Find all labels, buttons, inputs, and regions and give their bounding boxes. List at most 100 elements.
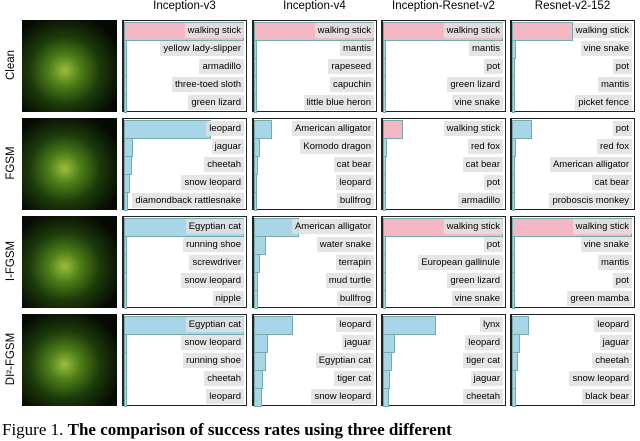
- probability-bar: [254, 333, 269, 353]
- class-label: lynx: [480, 316, 503, 332]
- class-label: rapeseed: [328, 58, 374, 74]
- probability-bar: [512, 253, 515, 273]
- class-label: Komodo dragon: [300, 138, 374, 154]
- probability-bar: [124, 191, 129, 211]
- class-label: black bear: [582, 388, 632, 404]
- input-image: [22, 216, 117, 308]
- class-label: leopard: [465, 334, 503, 350]
- probability-bar: [254, 119, 272, 139]
- input-image: [22, 314, 117, 406]
- probability-bar: [383, 253, 386, 273]
- class-label: pot: [612, 58, 632, 74]
- class-label: jaguar: [470, 370, 503, 386]
- probability-bar: [383, 57, 386, 77]
- class-label: vine snake: [451, 290, 503, 306]
- class-label: mantis: [598, 254, 632, 270]
- probability-bar: [124, 271, 127, 291]
- prediction-panel: American alligator Komodo dragon cat bear l…: [252, 118, 377, 211]
- probability-bar: [383, 333, 395, 353]
- prediction-panel: lynx leopard tiger cat jaguar cheetah: [381, 314, 506, 407]
- class-label: pot: [483, 58, 503, 74]
- class-label: nipple: [212, 290, 244, 306]
- prediction-panel: walking stick mantis pot green lizard vine s…: [381, 20, 506, 113]
- class-label: jaguar: [341, 334, 374, 350]
- probability-bar: [512, 289, 515, 309]
- prediction-panel: leopard jaguar cheetah snow leopard diamondb…: [122, 118, 247, 211]
- class-label: armadillo: [199, 58, 244, 74]
- probability-bar: [254, 191, 258, 211]
- input-image: [22, 118, 117, 210]
- probability-bar: [512, 75, 515, 95]
- class-label: mantis: [340, 40, 374, 56]
- class-label: cheetah: [592, 352, 632, 368]
- class-label: snow leopard: [311, 388, 374, 404]
- class-label: cat bear: [462, 156, 503, 172]
- class-label: cat bear: [333, 156, 374, 172]
- probability-bar: [254, 93, 257, 113]
- probability-bar: [512, 315, 529, 335]
- probability-bar: [383, 119, 404, 139]
- class-label: walking stick: [443, 218, 503, 234]
- probability-bar: [124, 57, 128, 77]
- class-label: pot: [612, 120, 632, 136]
- prediction-panel: leopard jaguar cheetah snow leopard black be…: [510, 314, 635, 407]
- probability-bar: [254, 39, 258, 59]
- class-label: Egyptian cat: [185, 218, 244, 234]
- class-label: pot: [483, 236, 503, 252]
- probability-bar: [124, 173, 130, 193]
- prediction-panel: walking stick pot European gallinule green …: [381, 216, 506, 309]
- probability-bar: [124, 351, 128, 371]
- class-label: diamondback rattlesnake: [132, 192, 244, 208]
- probability-bar: [512, 235, 516, 255]
- class-label: three-toed sloth: [171, 76, 244, 92]
- class-label: cheetah: [204, 370, 244, 386]
- class-label: walking stick: [443, 120, 503, 136]
- class-label: vine snake: [580, 40, 632, 56]
- class-label: vine snake: [451, 94, 503, 110]
- row-label: Clean: [5, 49, 17, 81]
- class-label: red fox: [467, 138, 503, 154]
- class-label: Egyptian cat: [185, 316, 244, 332]
- class-label: walking stick: [572, 218, 632, 234]
- caption: Figure 1. The comparison of success rate…: [2, 420, 452, 440]
- class-label: snow leopard: [181, 272, 244, 288]
- class-label: screwdriver: [189, 254, 244, 270]
- prediction-panel: walking stick mantis rapeseed capuchin littl…: [252, 20, 377, 113]
- class-label: snow leopard: [181, 174, 244, 190]
- column-header: Resnet-v2-152: [534, 0, 611, 12]
- class-label: jaguar: [599, 334, 632, 350]
- probability-bar: [124, 119, 212, 139]
- class-label: armadillo: [458, 192, 503, 208]
- probability-bar: [512, 119, 533, 139]
- class-label: walking stick: [314, 22, 374, 38]
- probability-bar: [254, 271, 259, 291]
- class-label: pot: [483, 174, 503, 190]
- class-label: leopard: [594, 316, 632, 332]
- probability-bar: [254, 351, 266, 371]
- probability-bar: [512, 39, 517, 59]
- probability-bar: [383, 93, 386, 113]
- probability-bar: [383, 351, 393, 371]
- class-label: snow leopard: [569, 370, 632, 386]
- prediction-panel: walking stick vine snake mantis pot green ma…: [510, 216, 635, 309]
- probability-bar: [124, 253, 127, 273]
- probability-bar: [383, 387, 389, 407]
- class-label: green lizard: [447, 76, 503, 92]
- class-label: red fox: [596, 138, 632, 154]
- prediction-panel: Egyptian cat running shoe screwdriver snow …: [122, 216, 247, 309]
- probability-bar: [512, 351, 518, 371]
- class-label: mud turtle: [325, 272, 374, 288]
- probability-bar: [383, 191, 387, 211]
- probability-bar: [254, 315, 293, 335]
- probability-bar: [254, 387, 263, 407]
- row-label: DI²-FGSM: [5, 332, 17, 386]
- probability-bar: [383, 271, 386, 291]
- column-header: Inception-Resnet-v2: [392, 0, 495, 12]
- prediction-panel: Egyptian cat snow leopard running shoe chee…: [122, 314, 247, 407]
- class-label: snow leopard: [181, 334, 244, 350]
- probability-bar: [124, 333, 128, 353]
- input-image: [22, 20, 117, 112]
- prediction-panel: pot red fox American alligator cat bear prob…: [510, 118, 635, 211]
- prediction-panel: walking stick vine snake pot mantis picket f…: [510, 20, 635, 113]
- probability-bar: [512, 191, 516, 211]
